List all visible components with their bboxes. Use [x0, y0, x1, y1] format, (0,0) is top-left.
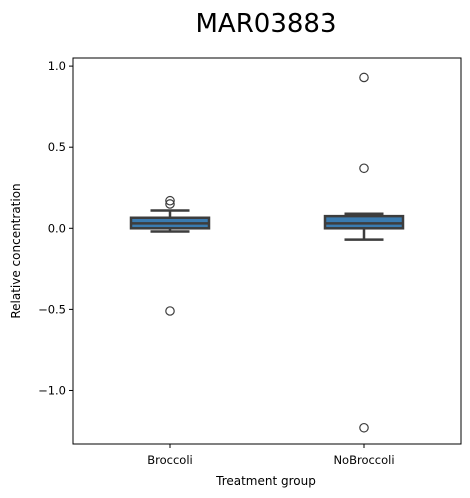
plot-frame [72, 57, 462, 445]
y-tick-label: 0.5 [48, 140, 66, 154]
outlier-point [165, 199, 175, 209]
chart-title: MAR03883 [196, 9, 337, 39]
y-axis-label: Relative concentration [9, 183, 23, 318]
y-tick-label: −1.0 [38, 383, 66, 397]
outlier-point [359, 72, 369, 83]
outlier-point [165, 306, 175, 316]
x-tick-label: NoBroccoli [333, 453, 394, 467]
y-tick-label: −0.5 [38, 302, 66, 316]
x-axis-label: Treatment group [215, 474, 316, 488]
x-tick-label: Broccoli [147, 453, 192, 467]
outlier-point [359, 163, 369, 174]
y-tick-label: 1.0 [48, 59, 66, 73]
outlier-point [359, 422, 369, 433]
y-tick-label: 0.0 [48, 221, 66, 235]
outlier-point [165, 195, 175, 206]
plot-area: 1.0 0.5 0.0 −0.5 −1.0 Broccoli NoBroccoli [38, 59, 405, 467]
